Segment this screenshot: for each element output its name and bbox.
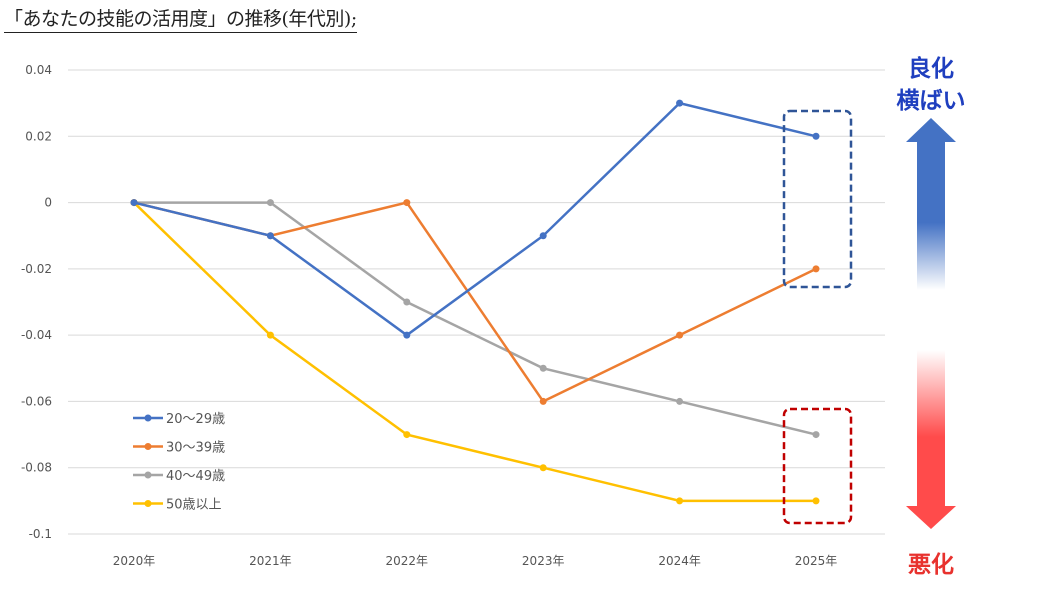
data-point <box>812 265 820 273</box>
data-point <box>266 331 274 339</box>
chart-title: 「あなたの技能の活用度」の推移(年代別); <box>4 6 357 33</box>
data-point <box>266 232 274 240</box>
data-point <box>812 431 820 439</box>
up-arrow-icon <box>906 118 956 290</box>
data-point <box>539 397 547 405</box>
data-point <box>403 298 411 306</box>
data-point <box>676 497 684 505</box>
series-4 <box>130 199 820 505</box>
data-point <box>266 199 274 207</box>
x-tick-label: 2023年 <box>522 554 565 568</box>
x-tick-label: 2024年 <box>658 554 701 568</box>
y-tick-label: -0.06 <box>21 394 52 408</box>
data-point <box>676 397 684 405</box>
highlight-box-blue <box>782 109 853 289</box>
data-point <box>812 497 820 505</box>
flat-label: 横ばい <box>897 88 966 114</box>
legend-label: 40〜49歳 <box>166 469 225 484</box>
data-point <box>539 364 547 372</box>
series-line <box>133 101 817 337</box>
legend-marker <box>144 443 152 450</box>
y-tick-label: -0.08 <box>21 461 52 475</box>
series-line <box>133 201 816 503</box>
data-point <box>403 199 411 207</box>
y-tick-label: 0.02 <box>25 129 52 143</box>
improve-label: 良化 <box>908 55 954 82</box>
y-tick-label: -0.1 <box>29 527 52 541</box>
down-arrow-icon <box>906 350 956 529</box>
legend-item: 20〜29歳 <box>133 412 225 427</box>
data-point <box>676 99 684 107</box>
legend-marker <box>144 500 152 507</box>
data-point <box>130 199 138 207</box>
y-tick-label: -0.04 <box>21 328 52 342</box>
y-tick-label: -0.02 <box>21 262 52 276</box>
x-tick-label: 2022年 <box>386 554 429 568</box>
data-point <box>403 431 411 439</box>
y-tick-label: 0 <box>44 196 52 210</box>
legend-label: 20〜29歳 <box>166 412 225 427</box>
x-tick-label: 2025年 <box>795 554 838 568</box>
series-1 <box>130 99 820 339</box>
x-tick-label: 2021年 <box>249 554 292 568</box>
x-tick-label: 2020年 <box>113 554 156 568</box>
legend-item: 30〜39歳 <box>133 441 225 456</box>
data-point <box>812 132 820 140</box>
data-point <box>403 331 411 339</box>
legend-item: 40〜49歳 <box>133 469 225 484</box>
legend-label: 30〜39歳 <box>166 441 225 456</box>
y-tick-label: 0.04 <box>25 63 52 77</box>
legend-marker <box>144 471 152 479</box>
data-point <box>539 232 547 240</box>
series-2 <box>130 199 820 405</box>
data-point <box>676 331 684 339</box>
data-point <box>539 464 547 472</box>
highlight-box-red <box>782 407 853 525</box>
legend-item: 50歳以上 <box>133 498 222 513</box>
worsen-label: 悪化 <box>908 551 954 578</box>
series-line <box>134 201 817 436</box>
legend-label: 50歳以上 <box>166 498 222 513</box>
legend-marker <box>144 414 152 422</box>
